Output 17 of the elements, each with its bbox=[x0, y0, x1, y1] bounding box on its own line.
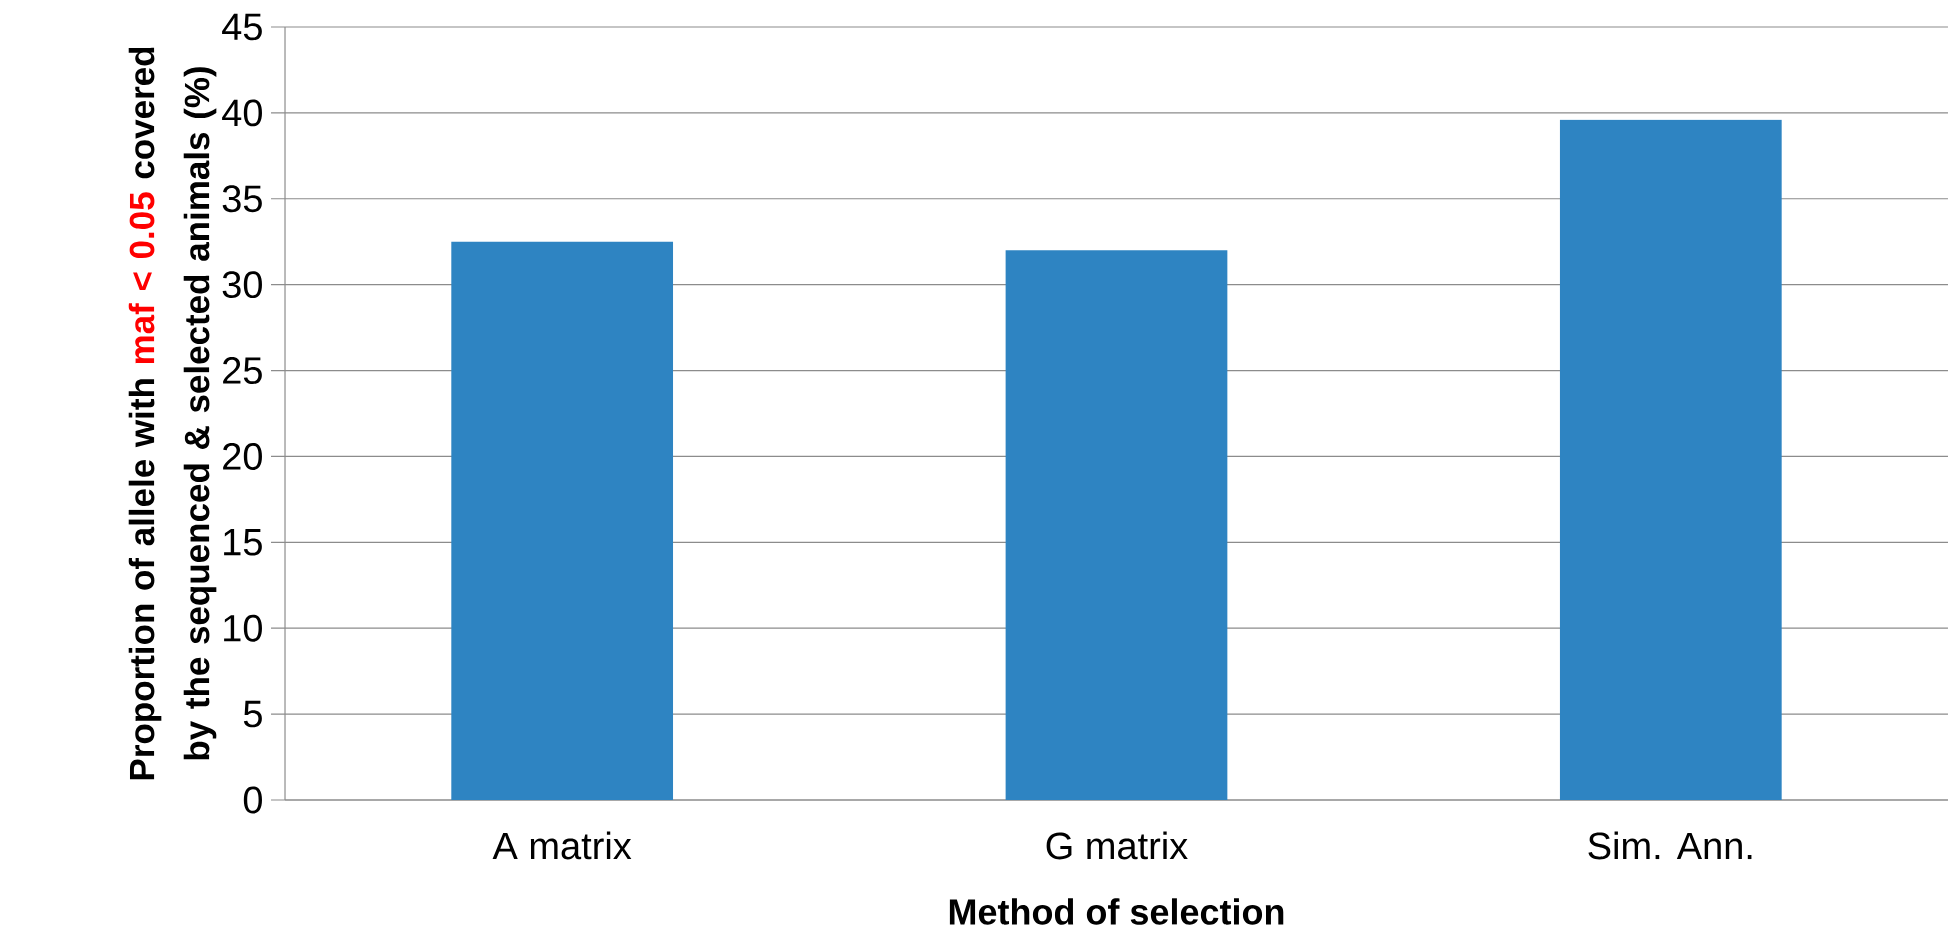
y-tick-label: 5 bbox=[243, 700, 262, 728]
y-tick-label: 25 bbox=[223, 357, 262, 384]
x-tick-label: G matrix bbox=[1046, 831, 1188, 860]
y-tick-label: 40 bbox=[222, 99, 262, 127]
y-tick-label: 20 bbox=[223, 442, 262, 470]
y-tick-label: 30 bbox=[222, 271, 262, 299]
x-axis-title: Method of selection bbox=[949, 898, 1284, 925]
y-tick-label: 35 bbox=[222, 185, 262, 213]
y-tick-label: 45 bbox=[222, 13, 262, 41]
x-tick-label: Sim. Ann. bbox=[1588, 831, 1752, 860]
bar bbox=[1559, 119, 1782, 800]
y-tick-label: 10 bbox=[224, 614, 262, 642]
bar bbox=[451, 241, 674, 800]
y-tick-label: 15 bbox=[224, 529, 262, 556]
x-tick-label: A matrix bbox=[492, 831, 632, 860]
bar bbox=[1005, 250, 1228, 800]
y-tick-label: 0 bbox=[243, 786, 262, 814]
